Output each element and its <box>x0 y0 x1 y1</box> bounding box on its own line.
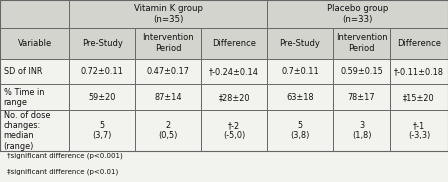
Text: 0.72±0.11: 0.72±0.11 <box>81 67 124 76</box>
Text: Difference: Difference <box>212 39 256 48</box>
Text: % Time in
range: % Time in range <box>4 88 44 107</box>
Text: 5
(3,8): 5 (3,8) <box>290 121 310 140</box>
Text: †-0.24±0.14: †-0.24±0.14 <box>209 67 259 76</box>
Text: †-0.11±0.18: †-0.11±0.18 <box>394 67 444 76</box>
Text: 59±20: 59±20 <box>89 93 116 102</box>
Text: Placebo group
(n=33): Placebo group (n=33) <box>327 4 388 24</box>
Text: 63±18: 63±18 <box>286 93 314 102</box>
Bar <box>0 59 448 84</box>
Text: Intervention
Period: Intervention Period <box>142 33 194 53</box>
Text: Variable: Variable <box>17 39 52 48</box>
Text: SD of INR: SD of INR <box>4 67 42 76</box>
Text: 2
(0,5): 2 (0,5) <box>159 121 178 140</box>
Bar <box>0 0 448 151</box>
Text: Intervention
Period: Intervention Period <box>336 33 388 53</box>
Text: †-2
(-5,0): †-2 (-5,0) <box>223 121 245 140</box>
Text: 0.47±0.17: 0.47±0.17 <box>147 67 190 76</box>
Bar <box>0 110 448 151</box>
Bar <box>0 27 448 59</box>
Text: 0.7±0.11: 0.7±0.11 <box>281 67 319 76</box>
Text: Pre-Study: Pre-Study <box>280 39 320 48</box>
Text: 0.59±0.15: 0.59±0.15 <box>340 67 383 76</box>
Text: 78±17: 78±17 <box>348 93 375 102</box>
Text: ‡28±20: ‡28±20 <box>218 93 250 102</box>
Text: †-1
(-3,3): †-1 (-3,3) <box>408 121 430 140</box>
Text: †significant difference (p<0.001): †significant difference (p<0.001) <box>7 153 122 159</box>
Text: Difference: Difference <box>397 39 441 48</box>
Text: No. of dose
changes:
median
(range): No. of dose changes: median (range) <box>4 110 50 151</box>
Text: ‡15±20: ‡15±20 <box>403 93 435 102</box>
Text: 87±14: 87±14 <box>155 93 182 102</box>
Bar <box>0 0 448 27</box>
Text: 3
(1,8): 3 (1,8) <box>352 121 371 140</box>
Bar <box>0 84 448 110</box>
Text: Pre-Study: Pre-Study <box>82 39 123 48</box>
Text: Vitamin K group
(n=35): Vitamin K group (n=35) <box>134 4 203 24</box>
Text: 5
(3,7): 5 (3,7) <box>93 121 112 140</box>
Text: ‡significant difference (p<0.01): ‡significant difference (p<0.01) <box>7 168 118 175</box>
